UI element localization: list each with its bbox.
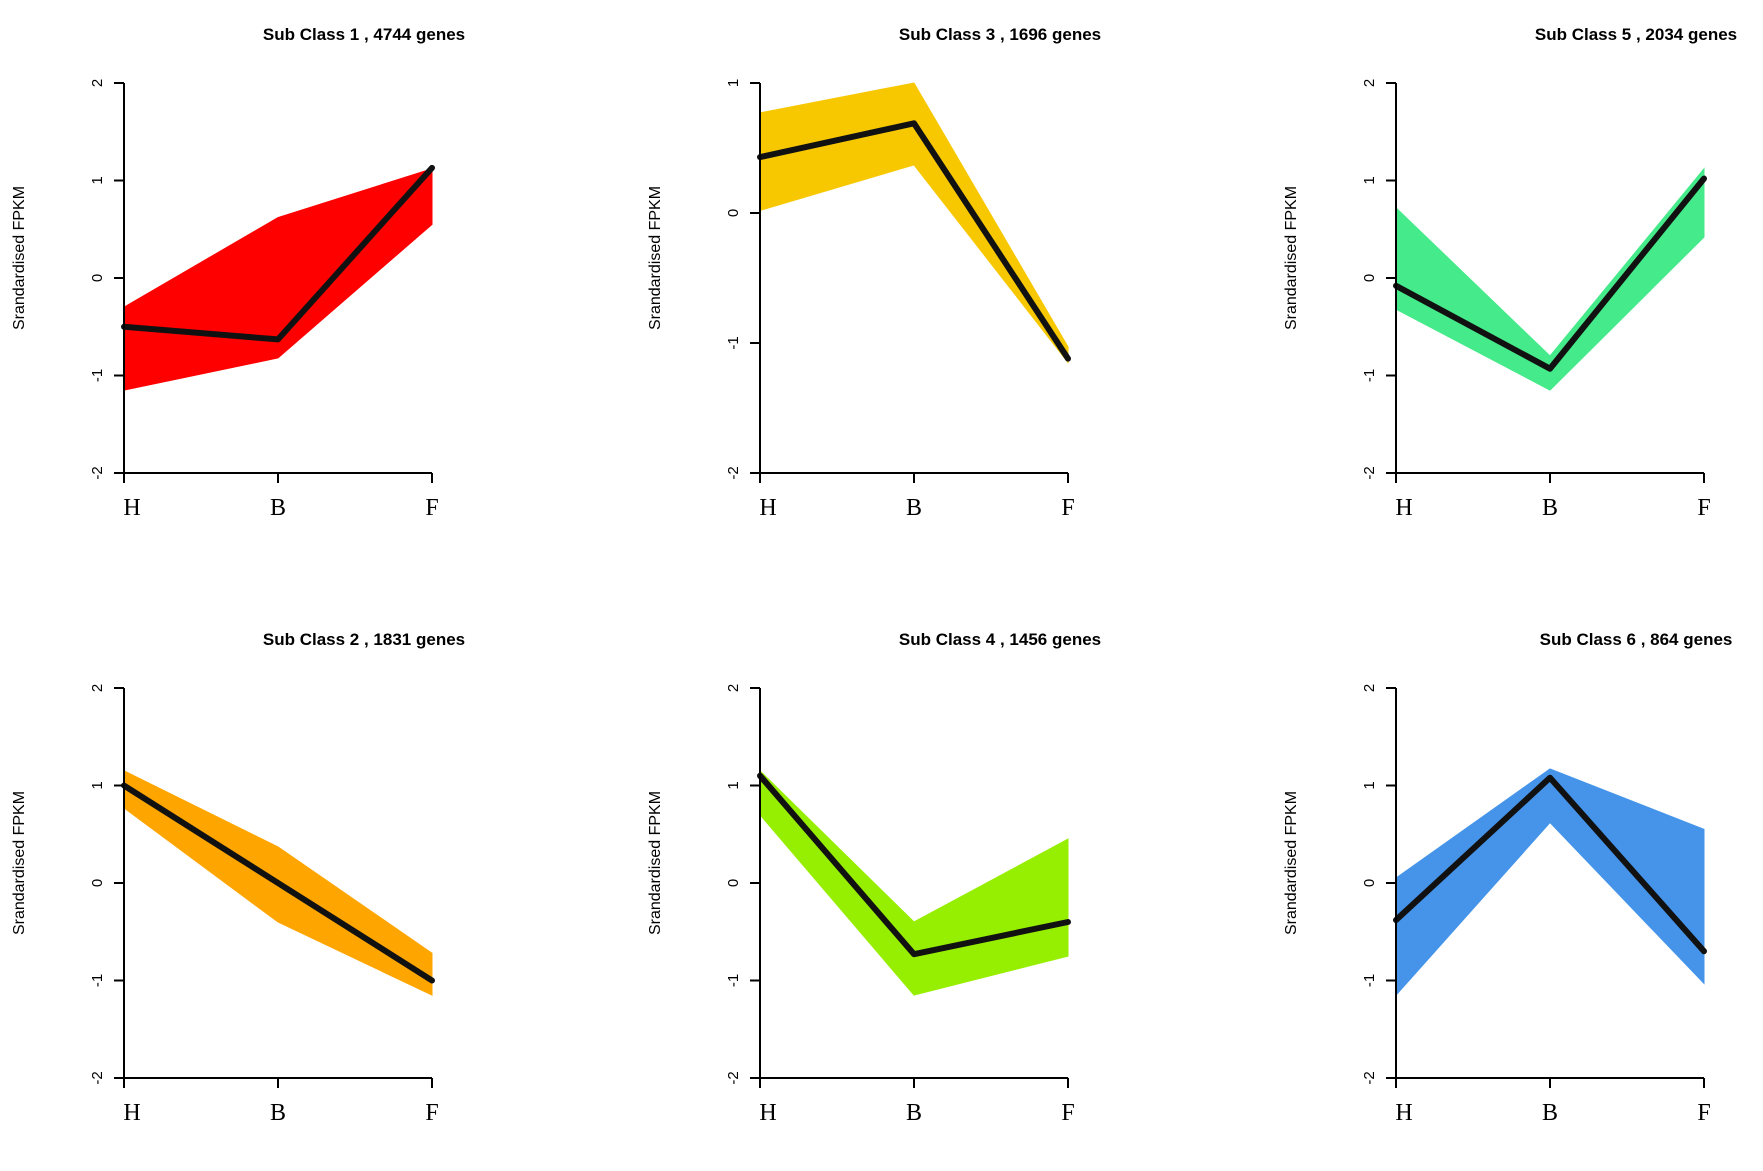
y-tick-label: -2 bbox=[725, 1071, 742, 1084]
x-tick-label-F: F bbox=[1061, 495, 1074, 521]
y-tick-label: 2 bbox=[89, 684, 106, 692]
x-tick-label-B: B bbox=[270, 1100, 286, 1126]
chart-panel-4: Sub Class 4 , 1456 genes Srandardised FPK… bbox=[647, 630, 1101, 1126]
y-tick-label: -2 bbox=[725, 466, 742, 479]
y-tick-label: 1 bbox=[89, 176, 106, 184]
chart-panel-1: Sub Class 1 , 4744 genes Srandardised FPK… bbox=[11, 25, 465, 521]
x-tick-label-H: H bbox=[1395, 1100, 1412, 1126]
x-tick-label-B: B bbox=[906, 495, 922, 521]
x-tick-label-B: B bbox=[906, 1100, 922, 1126]
y-axis-label: Srandardised FPKM bbox=[1283, 791, 1300, 935]
y-tick-label: 2 bbox=[725, 684, 742, 692]
y-tick-label: -1 bbox=[725, 336, 742, 349]
y-tick-label: 1 bbox=[1361, 781, 1378, 789]
chart-title: Sub Class 4 , 1456 genes bbox=[899, 630, 1101, 649]
x-tick-label-B: B bbox=[1542, 1100, 1558, 1126]
y-tick-label: -2 bbox=[1361, 466, 1378, 479]
x-tick-label-F: F bbox=[425, 1100, 438, 1126]
expression-band bbox=[1395, 167, 1705, 391]
chart-panel-6: Sub Class 6 , 864 genes Srandardised FPKM… bbox=[1283, 630, 1732, 1126]
chart-title: Sub Class 6 , 864 genes bbox=[1540, 630, 1733, 649]
x-tick-label-H: H bbox=[1395, 495, 1412, 521]
x-tick-label-F: F bbox=[1697, 495, 1710, 521]
chart-panel-3: Sub Class 3 , 1696 genes Srandardised FPK… bbox=[647, 25, 1101, 521]
y-tick-label: 2 bbox=[1361, 684, 1378, 692]
x-tick-label-B: B bbox=[1542, 495, 1558, 521]
y-tick-label: 0 bbox=[89, 879, 106, 887]
y-tick-label: 0 bbox=[725, 209, 742, 217]
y-tick-label: 0 bbox=[1361, 879, 1378, 887]
x-tick-label-F: F bbox=[1061, 1100, 1074, 1126]
y-tick-label: 0 bbox=[725, 879, 742, 887]
x-tick-label-H: H bbox=[759, 495, 776, 521]
expression-band bbox=[759, 769, 1069, 996]
y-axis-label: Srandardised FPKM bbox=[647, 791, 664, 935]
x-tick-label-B: B bbox=[270, 495, 286, 521]
y-tick-label: 0 bbox=[89, 274, 106, 282]
x-tick-label-H: H bbox=[759, 1100, 776, 1126]
y-tick-label: 1 bbox=[89, 781, 106, 789]
y-tick-label: 1 bbox=[1361, 176, 1378, 184]
y-tick-label: -2 bbox=[1361, 1071, 1378, 1084]
y-tick-label: -1 bbox=[1361, 974, 1378, 987]
chart-title: Sub Class 1 , 4744 genes bbox=[263, 25, 465, 44]
y-tick-label: -2 bbox=[89, 1071, 106, 1084]
y-axis-label: Srandardised FPKM bbox=[11, 186, 28, 330]
x-tick-label-F: F bbox=[1697, 1100, 1710, 1126]
y-axis-label: Srandardised FPKM bbox=[11, 791, 28, 935]
chart-title: Sub Class 3 , 1696 genes bbox=[899, 25, 1101, 44]
chart-title: Sub Class 2 , 1831 genes bbox=[263, 630, 465, 649]
x-tick-label-H: H bbox=[123, 495, 140, 521]
x-tick-label-F: F bbox=[425, 495, 438, 521]
y-tick-label: 1 bbox=[725, 781, 742, 789]
expression-band bbox=[1395, 768, 1705, 997]
y-tick-label: -2 bbox=[89, 466, 106, 479]
x-tick-label-H: H bbox=[123, 1100, 140, 1126]
chart-title: Sub Class 5 , 2034 genes bbox=[1535, 25, 1737, 44]
y-tick-label: -1 bbox=[1361, 369, 1378, 382]
chart-panel-5: Sub Class 5 , 2034 genes Srandardised FPK… bbox=[1283, 25, 1737, 521]
chart-panel-2: Sub Class 2 , 1831 genes Srandardised FPK… bbox=[11, 630, 465, 1126]
y-tick-label: -1 bbox=[89, 369, 106, 382]
y-tick-label: 2 bbox=[1361, 79, 1378, 87]
expression-band bbox=[123, 168, 433, 391]
y-axis-label: Srandardised FPKM bbox=[1283, 186, 1300, 330]
y-tick-label: -1 bbox=[725, 974, 742, 987]
y-axis-label: Srandardised FPKM bbox=[647, 186, 664, 330]
y-tick-label: 0 bbox=[1361, 274, 1378, 282]
y-tick-label: -1 bbox=[89, 974, 106, 987]
y-tick-label: 2 bbox=[89, 79, 106, 87]
y-tick-label: 1 bbox=[725, 79, 742, 87]
